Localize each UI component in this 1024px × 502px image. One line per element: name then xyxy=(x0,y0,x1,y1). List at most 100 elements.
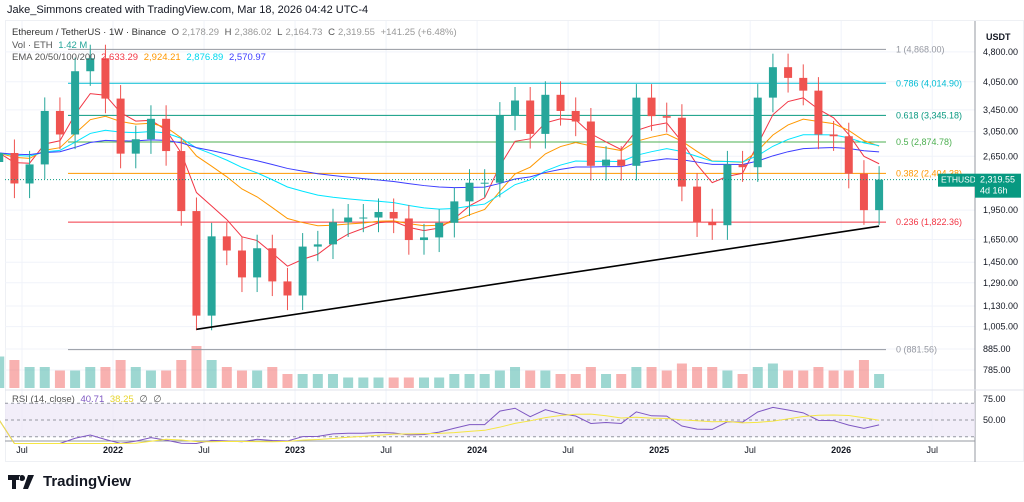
time-tick-label: Jul xyxy=(16,445,28,455)
candle-body xyxy=(237,250,246,278)
candle-body xyxy=(617,159,626,166)
low-label: L xyxy=(277,27,283,38)
rsi-ma-line xyxy=(0,413,880,445)
price-tick-label: 2,650.00 xyxy=(983,151,1018,161)
ema50-value: 2,924.21 xyxy=(143,52,181,63)
candle-body xyxy=(283,281,292,296)
candle-body xyxy=(55,110,64,135)
candle-body xyxy=(222,236,231,251)
ema100-value: 2,876.89 xyxy=(186,52,224,63)
volume-bar xyxy=(737,374,748,388)
volume-bar xyxy=(24,367,35,388)
candle-body xyxy=(647,97,656,117)
time-tick-label: 2023 xyxy=(285,445,305,455)
volume-bar xyxy=(449,374,460,388)
candle-body xyxy=(344,217,353,223)
volume-bar xyxy=(403,377,414,388)
volume-bar xyxy=(601,374,612,388)
candle-body xyxy=(662,116,671,118)
volume-bar xyxy=(555,374,566,388)
volume-bar xyxy=(798,370,809,388)
price-tick-label: 1,130.00 xyxy=(983,301,1018,311)
candle-body xyxy=(435,222,444,238)
bar-countdown: 4d 16h xyxy=(980,186,1008,196)
volume-bar xyxy=(358,377,369,388)
volume-bar xyxy=(646,367,657,388)
time-tick-label: Jul xyxy=(744,445,756,455)
high-value: 2,386.02 xyxy=(234,27,272,38)
candle-body xyxy=(844,136,853,174)
candle-body xyxy=(632,97,641,166)
rsi-tick-label: 50.00 xyxy=(983,415,1006,425)
candle-body xyxy=(389,211,398,219)
volume-bar xyxy=(267,367,278,388)
ema-line-200 xyxy=(0,139,880,189)
candle-body xyxy=(753,97,762,168)
high-label: H xyxy=(224,27,232,38)
fib-level-label: 0.618 (3,345.18) xyxy=(896,110,962,120)
volume-bar xyxy=(145,370,156,388)
volume-label[interactable]: Vol · ETH xyxy=(12,40,53,51)
ema-legend: EMA 20/50/100/200 2,633.29 2,924.21 2,87… xyxy=(12,52,269,63)
candle-body xyxy=(71,71,80,135)
low-value: 2,164.73 xyxy=(285,27,323,38)
symbol-tag xyxy=(938,173,975,187)
last-price-tag xyxy=(975,173,1021,198)
symbol-tag-label: ETHUSDT xyxy=(941,175,981,185)
price-tick-label: 885.00 xyxy=(983,344,1011,354)
volume-bar xyxy=(828,370,839,388)
volume-bar xyxy=(540,370,551,388)
ema-label[interactable]: EMA 20/50/100/200 xyxy=(12,52,96,63)
open-label: O xyxy=(171,27,180,38)
rsi-na-2: ∅ xyxy=(153,394,162,405)
volume-bar xyxy=(191,346,202,388)
volume-bar xyxy=(692,367,703,388)
candle-body xyxy=(101,58,110,99)
candle-body xyxy=(526,100,535,134)
currency-label: USDT xyxy=(986,32,1011,42)
volume-bar xyxy=(525,370,536,388)
candle-body xyxy=(25,164,34,184)
tradingview-logo[interactable]: TradingView xyxy=(8,473,131,490)
candle-body xyxy=(465,182,474,202)
rsi-tick-label: 75.00 xyxy=(983,394,1006,404)
symbol-title[interactable]: Ethereum / TetherUS · 1W · Binance xyxy=(12,27,166,38)
volume-bar xyxy=(767,363,778,388)
rsi-na-1: ∅ xyxy=(139,394,148,405)
chart-credit: Jake_Simmons created with TradingView.co… xyxy=(7,4,369,16)
volume-bar xyxy=(843,370,854,388)
volume-bar xyxy=(585,367,596,388)
time-tick-label: Jul xyxy=(562,445,574,455)
volume-bar xyxy=(783,370,794,388)
candle-body xyxy=(814,90,823,135)
time-tick-label: 2022 xyxy=(103,445,123,455)
volume-bar xyxy=(661,370,672,388)
candle-body xyxy=(131,139,140,154)
volume-bar xyxy=(722,370,733,388)
fib-level-label: 0.236 (1,822.36) xyxy=(896,217,962,227)
fib-level-label: 0.382 (2,404.38) xyxy=(896,168,962,178)
candle-body xyxy=(116,98,125,154)
volume-bar xyxy=(373,377,384,388)
tradingview-logo-icon xyxy=(8,474,34,489)
candle-body xyxy=(708,222,717,226)
candle-body xyxy=(450,201,459,223)
candle-body xyxy=(768,67,777,98)
candle-body xyxy=(207,236,216,316)
fib-level-label: 0 (881.56) xyxy=(896,345,937,355)
change-value: +141.25 (+6.48%) xyxy=(380,27,457,38)
candle-body xyxy=(495,115,504,183)
price-tick-label: 3,450.00 xyxy=(983,105,1018,115)
volume-bar xyxy=(419,377,430,388)
rsi-label[interactable]: RSI (14, close) xyxy=(12,394,75,405)
price-tick-label: 1,950.00 xyxy=(983,205,1018,215)
candle-body xyxy=(404,218,413,241)
volume-bar xyxy=(221,367,232,388)
volume-bar xyxy=(312,374,323,388)
volume-bar xyxy=(236,370,247,388)
brand-name: TradingView xyxy=(43,473,132,490)
volume-bar xyxy=(343,377,354,388)
ema200-value: 2,570.97 xyxy=(228,52,266,63)
candle-body xyxy=(784,67,793,78)
